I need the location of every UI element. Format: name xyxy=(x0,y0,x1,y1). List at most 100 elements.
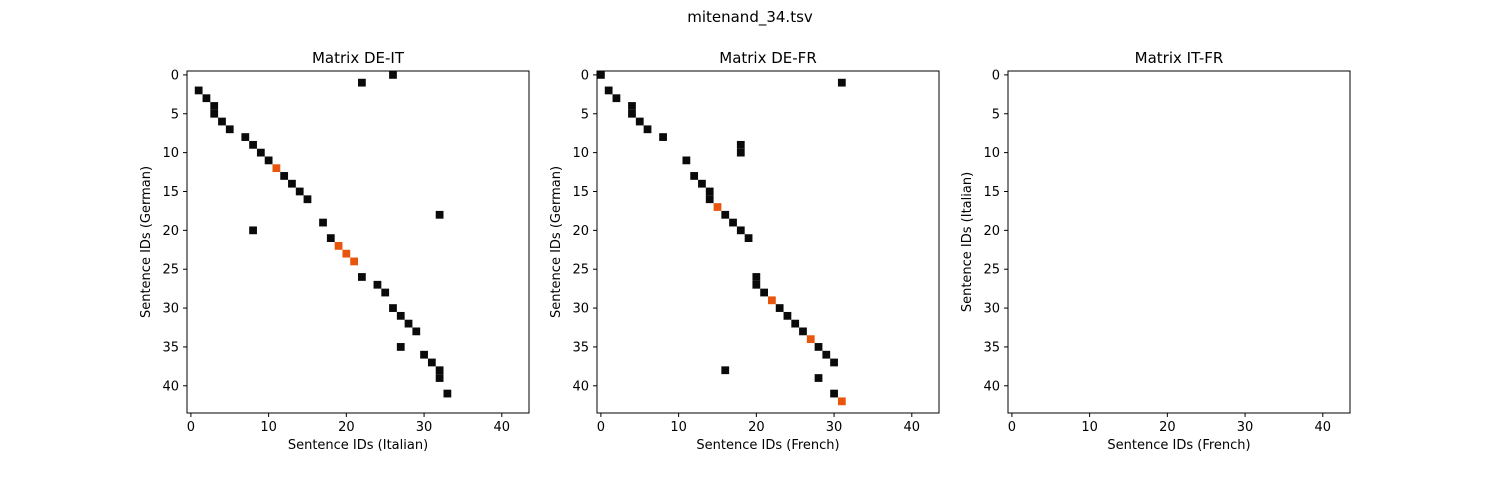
match-cell xyxy=(736,226,745,235)
match-cell xyxy=(604,86,613,95)
x-tick-label: 30 xyxy=(826,420,843,435)
panel-title: Matrix IT-FR xyxy=(1135,49,1224,67)
match-cell xyxy=(682,156,691,165)
y-tick-label: 10 xyxy=(162,146,179,161)
match-cell xyxy=(358,273,366,281)
y-tick-label: 40 xyxy=(162,379,179,394)
panels: Matrix DE-IT 0 10 20 30 40 0 5 10 15 20 25 30 35 40 Sen… xyxy=(139,49,1351,453)
panel-2: Matrix DE-FR 0 10 20 30 40 0 5 10 15 20 25 30 35 40 Sen… xyxy=(549,49,940,453)
match-cell xyxy=(752,273,761,281)
match-cell xyxy=(396,311,405,320)
match-cell xyxy=(412,327,421,336)
y-tick-label: 15 xyxy=(572,185,589,200)
y-tick-label: 10 xyxy=(983,146,1000,161)
match-cell xyxy=(814,374,823,382)
x-tick-label: 40 xyxy=(1315,420,1332,435)
match-cell xyxy=(326,234,335,242)
axes-frame xyxy=(596,70,940,414)
match-cell xyxy=(721,366,730,375)
x-tick-label: 20 xyxy=(338,420,355,435)
y-tick-label: 0 xyxy=(992,68,1000,83)
highlight-cell xyxy=(768,296,776,305)
match-cell xyxy=(830,389,838,398)
match-cell xyxy=(628,102,636,110)
match-cell xyxy=(830,358,838,367)
y-tick-label: 25 xyxy=(983,263,1000,278)
match-cell xyxy=(210,109,219,118)
match-cell xyxy=(373,280,382,289)
match-cell xyxy=(628,109,636,118)
match-cell xyxy=(837,78,846,87)
match-cell xyxy=(791,319,800,328)
match-cell xyxy=(319,218,327,227)
x-tick-label: 40 xyxy=(494,420,511,435)
match-cell xyxy=(396,343,405,351)
match-cell xyxy=(303,195,312,204)
match-cell xyxy=(612,94,621,103)
x-tick-label: 30 xyxy=(1237,420,1254,435)
match-cell xyxy=(218,117,226,126)
match-cell xyxy=(783,311,792,320)
match-cell xyxy=(814,343,823,351)
highlight-cell xyxy=(342,249,351,258)
panel-title: Matrix DE-FR xyxy=(719,49,817,67)
x-tick-label: 40 xyxy=(904,420,921,435)
x-axis-label: Sentence IDs (French) xyxy=(696,438,839,453)
y-axis-label: Sentence IDs (Italian) xyxy=(960,172,975,312)
match-cell xyxy=(822,350,831,359)
match-cell xyxy=(420,350,428,359)
match-cell xyxy=(736,148,745,157)
x-axis-label: Sentence IDs (Italian) xyxy=(288,438,428,453)
y-tick-label: 30 xyxy=(983,302,1000,317)
y-axis-label: Sentence IDs (German) xyxy=(549,166,564,318)
match-cell xyxy=(729,218,737,227)
axes-frame xyxy=(186,70,530,414)
match-cell xyxy=(721,210,730,219)
match-cell xyxy=(241,133,250,141)
match-cell xyxy=(659,133,667,141)
match-cell xyxy=(799,327,807,336)
y-tick-label: 20 xyxy=(162,224,179,239)
y-tick-label: 10 xyxy=(572,146,589,161)
y-tick-label: 5 xyxy=(171,107,179,122)
figure-title: mitenand_34.tsv xyxy=(687,8,813,27)
y-tick-label: 35 xyxy=(162,340,179,355)
match-cell xyxy=(643,125,652,134)
match-cell xyxy=(295,187,304,196)
y-tick-label: 35 xyxy=(572,340,589,355)
match-cell xyxy=(249,226,257,235)
match-cell xyxy=(256,148,265,157)
match-cell xyxy=(705,187,714,196)
match-cell xyxy=(597,71,605,79)
y-tick-label: 25 xyxy=(162,263,179,278)
match-cell xyxy=(381,288,390,297)
match-cell xyxy=(249,140,257,149)
x-tick-label: 10 xyxy=(1081,420,1098,435)
highlight-cell xyxy=(713,203,722,211)
y-tick-label: 25 xyxy=(572,263,589,278)
match-cell xyxy=(690,172,699,180)
match-cell xyxy=(435,366,444,375)
match-cell xyxy=(635,117,644,126)
x-tick-label: 20 xyxy=(1159,420,1176,435)
match-cell xyxy=(435,374,444,382)
y-tick-label: 5 xyxy=(581,107,589,122)
x-tick-label: 0 xyxy=(187,420,195,435)
match-cell xyxy=(288,179,296,188)
y-axis-label: Sentence IDs (German) xyxy=(139,166,154,318)
highlight-cell xyxy=(806,335,815,344)
match-cell xyxy=(698,179,706,188)
highlight-cell xyxy=(350,257,358,266)
y-tick-label: 40 xyxy=(983,379,1000,394)
match-cell xyxy=(705,195,714,204)
match-cell xyxy=(752,280,761,289)
x-tick-label: 10 xyxy=(260,420,277,435)
y-tick-label: 5 xyxy=(992,107,1000,122)
match-cell xyxy=(280,172,289,180)
y-tick-label: 15 xyxy=(983,185,1000,200)
match-cell xyxy=(202,94,211,103)
match-cell xyxy=(194,86,203,95)
match-cell xyxy=(736,140,745,149)
y-tick-label: 15 xyxy=(162,185,179,200)
